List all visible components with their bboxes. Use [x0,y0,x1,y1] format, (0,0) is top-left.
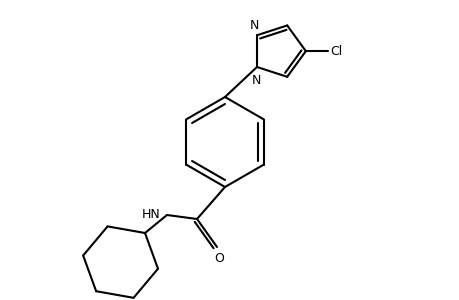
Text: Cl: Cl [329,45,341,58]
Text: N: N [251,74,260,87]
Text: HN: HN [142,208,161,220]
Text: N: N [249,19,258,32]
Text: O: O [213,252,224,265]
